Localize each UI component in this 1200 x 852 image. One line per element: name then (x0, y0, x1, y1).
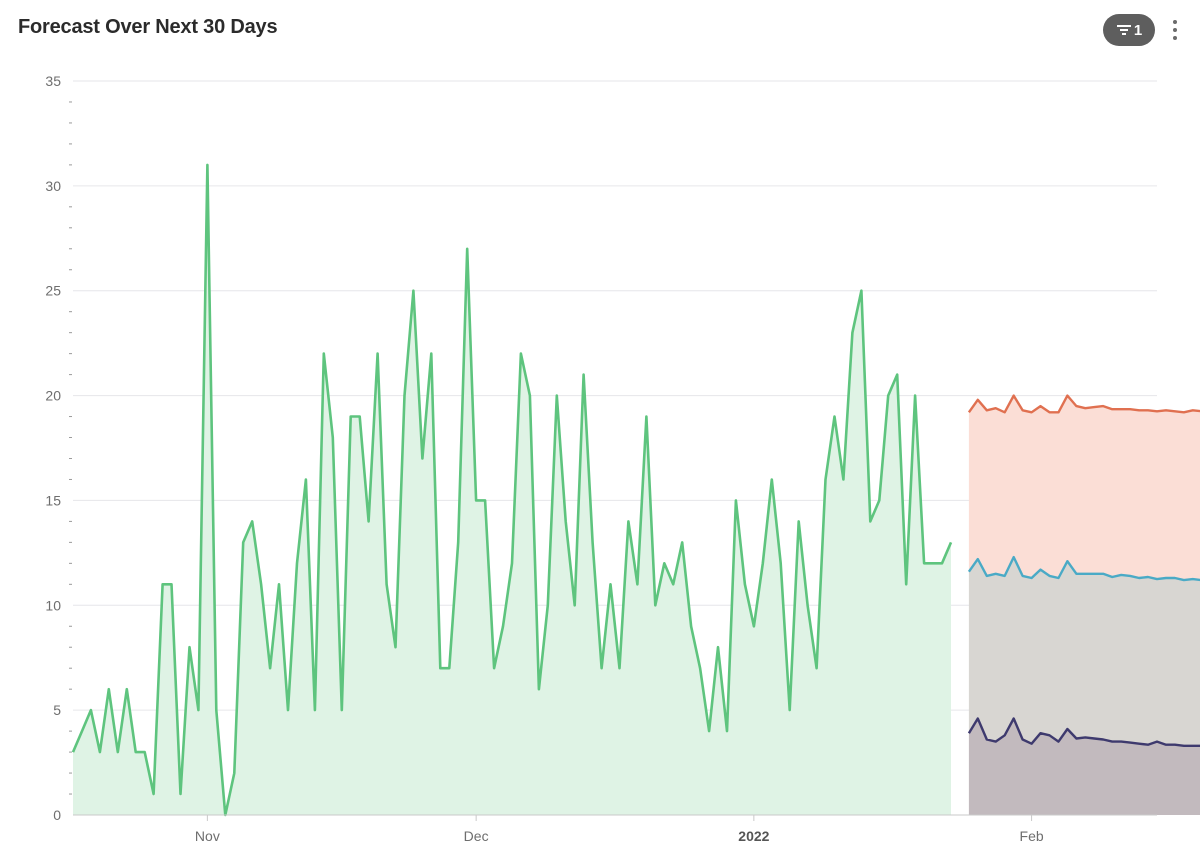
y-tick-label: 15 (45, 492, 61, 508)
y-tick-label: 35 (45, 73, 61, 89)
x-tick-label: Nov (195, 828, 220, 844)
filter-icon (1116, 25, 1131, 35)
x-tick-label: Feb (1020, 828, 1044, 844)
filter-button[interactable]: 1 (1103, 14, 1155, 46)
y-tick-label: 20 (45, 388, 61, 404)
mean-band-area (968, 557, 1200, 746)
y-tick-label: 25 (45, 283, 61, 299)
y-tick-label: 5 (53, 702, 61, 718)
y-tick-label: 30 (45, 178, 61, 194)
y-tick-label: 10 (45, 597, 61, 613)
upper-band-area (968, 395, 1200, 581)
filter-count: 1 (1133, 21, 1143, 39)
x-tick-label: 2022 (738, 828, 769, 844)
mean-forecast-line (967, 555, 1200, 582)
actual-line (71, 163, 953, 817)
upper-forecast-line (967, 394, 1200, 414)
x-tick-label: Dec (464, 828, 489, 844)
kebab-menu-icon[interactable] (1164, 16, 1186, 44)
chart-title: Forecast Over Next 30 Days (18, 16, 278, 38)
y-tick-label: 0 (53, 807, 61, 823)
lower-forecast-line (967, 717, 1200, 747)
